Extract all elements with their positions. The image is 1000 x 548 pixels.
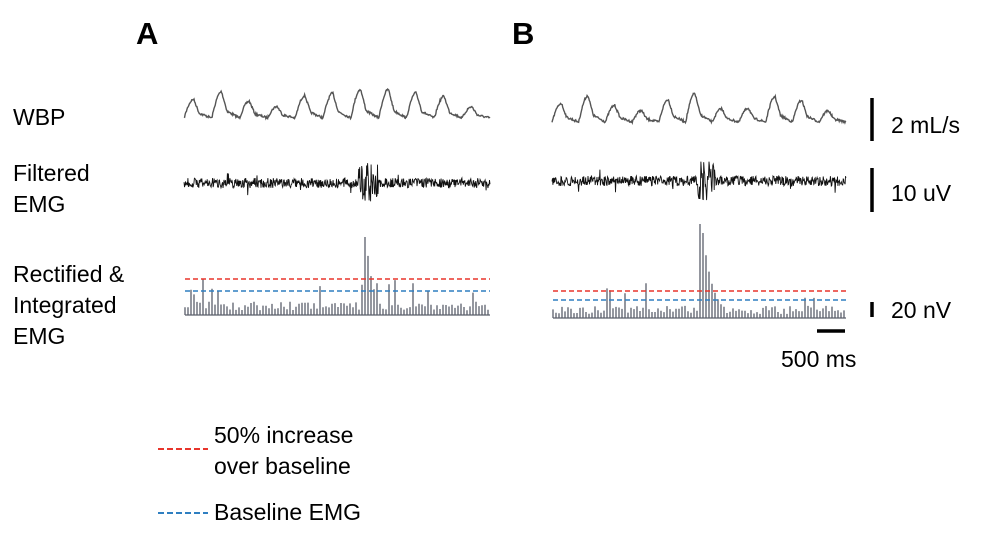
wbp-trace-a — [183, 87, 491, 121]
row-label-filtered-emg: Filtered EMG — [13, 158, 90, 220]
trace-layer — [183, 87, 847, 319]
legend-baseline-label: Baseline EMG — [214, 499, 362, 525]
row-label-filtered-line1: Filtered — [13, 160, 90, 186]
integrated-emg-bars-a — [184, 237, 489, 315]
wbp-trace-b — [551, 92, 847, 126]
row-label-rect-line3: EMG — [13, 323, 66, 349]
integrated-emg-bars-b — [552, 224, 845, 318]
legend-threshold-line1: 50% increase — [214, 422, 354, 448]
legend-threshold-line2: over baseline — [214, 453, 351, 479]
scale-label-time: 500 ms — [781, 346, 857, 372]
filtered-emg-trace-b — [551, 161, 847, 201]
scale-label-emg: 10 uV — [891, 180, 952, 206]
scale-label-wbp: 2 mL/s — [891, 112, 961, 138]
row-label-wbp: WBP — [13, 104, 66, 130]
row-label-rectified-emg: Rectified & Integrated EMG — [13, 259, 124, 352]
filtered-emg-trace-a — [183, 163, 491, 202]
panel-letter-a: A — [136, 16, 159, 51]
panel-letter-b: B — [512, 16, 535, 51]
row-label-rect-line1: Rectified & — [13, 261, 125, 287]
row-label-filtered-line2: EMG — [13, 191, 66, 217]
legend-threshold-label: 50% increase over baseline — [214, 420, 353, 482]
scale-label-integrated: 20 nV — [891, 297, 952, 323]
row-label-rect-line2: Integrated — [13, 292, 117, 318]
